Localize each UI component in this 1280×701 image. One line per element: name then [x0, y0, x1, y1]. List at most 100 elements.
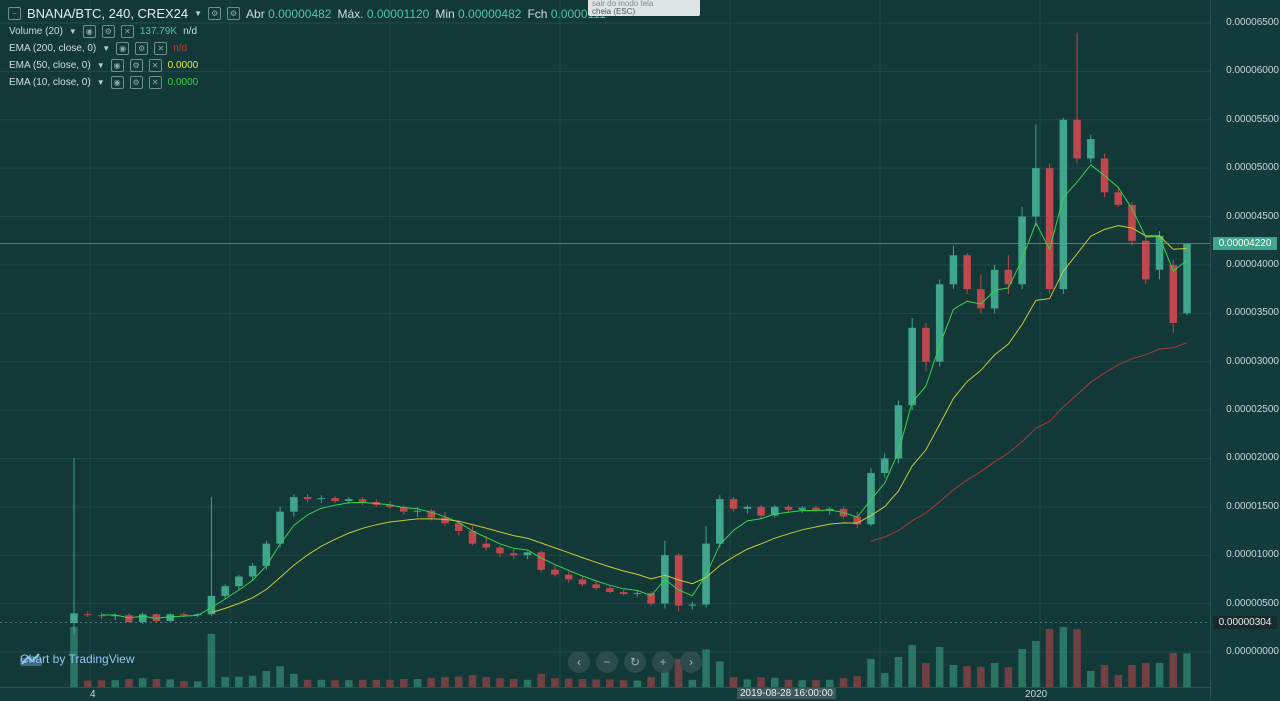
candle-body [303, 497, 312, 500]
legend-volume[interactable]: Volume (20) ▼ ◉ ⚙ ✕ 137.79K n/d [9, 25, 197, 38]
volume-bar [235, 676, 243, 687]
settings-icon[interactable]: ⚙ [129, 59, 143, 72]
settings-icon[interactable]: ⚙ [135, 42, 149, 55]
candle-body [152, 614, 161, 622]
price-tick-label: 0.00002000 [1226, 452, 1279, 464]
time-tick: 2020 [1025, 689, 1048, 700]
settings-icon[interactable]: ⚙ [101, 25, 115, 38]
zoom-out-button[interactable]: − [596, 651, 618, 673]
legend-ema200[interactable]: EMA (200, close, 0) ▼ ◉ ⚙ ✕ n/d [9, 42, 187, 55]
indicator-value-2: n/d [183, 26, 198, 37]
ohlc-open: Abr 0.00000482 [246, 7, 331, 21]
candlestick-chart[interactable] [0, 0, 1210, 687]
volume-bar [166, 679, 174, 687]
candle-body [592, 584, 600, 589]
candle-body [111, 615, 120, 617]
volume-bar [702, 649, 710, 687]
volume-bar [592, 679, 600, 687]
indicator-name[interactable]: EMA (200, close, 0) [9, 43, 97, 54]
eye-icon[interactable]: ◉ [82, 25, 96, 38]
scroll-left-button[interactable]: ‹ [568, 651, 590, 673]
chevron-down-icon[interactable]: ▼ [96, 61, 105, 70]
candle-body [894, 405, 903, 459]
chevron-down-icon[interactable]: ▼ [102, 44, 111, 53]
price-axis[interactable]: 0.00006500 0.00006000 0.00005500 0.00005000… [1210, 0, 1280, 700]
candle-body [880, 458, 889, 473]
legend-ema50[interactable]: EMA (50, close, 0) ▼ ◉ ⚙ ✕ 0.0000 [9, 59, 198, 72]
candle-body [551, 569, 559, 575]
tradingview-branding[interactable]: Chart by TradingView [20, 652, 135, 666]
settings-icon[interactable]: ⚙ [129, 76, 143, 89]
eye-icon[interactable]: ◉ [110, 76, 124, 89]
candle-body [716, 499, 724, 544]
chevron-down-icon[interactable]: ▼ [194, 9, 203, 18]
volume-bar [468, 675, 477, 687]
candle-body [509, 553, 518, 556]
indicator-value: 0.0000 [167, 60, 199, 71]
volume-bar [413, 679, 422, 687]
price-chart-pane[interactable]: − BNANA/BTC, 240, CREX24 ▼ ⚙ ⚙ Abr 0.000… [0, 0, 1210, 687]
collapse-icon[interactable]: − [8, 7, 21, 20]
chevron-down-icon[interactable]: ▼ [68, 27, 77, 36]
legend-ema10[interactable]: EMA (10, close, 0) ▼ ◉ ⚙ ✕ 0.0000 [9, 76, 198, 89]
volume-bar [1114, 675, 1123, 687]
candle-body [1141, 240, 1150, 280]
settings-icon[interactable]: ⚙ [208, 7, 222, 20]
eye-icon[interactable]: ◉ [110, 59, 124, 72]
candle-body [606, 588, 614, 593]
low-price-label: 0.00000304 [1213, 615, 1277, 629]
volume-bar [454, 676, 463, 687]
candle-body [578, 579, 587, 585]
candle-body [1045, 168, 1054, 290]
zoom-in-button[interactable]: + [652, 651, 674, 673]
eye-icon[interactable]: ◉ [116, 42, 130, 55]
reset-button[interactable]: ↻ [624, 651, 646, 673]
volume-bar [1087, 671, 1095, 687]
close-icon[interactable]: ✕ [154, 42, 168, 55]
volume-bar [207, 633, 216, 687]
volume-bar [1100, 665, 1109, 687]
branding-label[interactable]: Chart by TradingView [20, 652, 135, 666]
indicator-name[interactable]: Volume (20) [9, 26, 63, 37]
candle-body [564, 574, 573, 580]
indicator-name[interactable]: EMA (10, close, 0) [9, 77, 91, 88]
volume-bar [812, 680, 820, 687]
volume-bar [193, 681, 202, 687]
indicator-name[interactable]: EMA (50, close, 0) [9, 60, 91, 71]
candle-body [1183, 243, 1191, 314]
candle-body [125, 615, 133, 623]
candle-body [908, 327, 916, 406]
volume-bar [619, 680, 628, 687]
price-tick-label: 0.00003000 [1226, 355, 1279, 367]
volume-bar [1183, 653, 1191, 687]
volume-bar [674, 659, 683, 687]
price-tick-label: 0.00004000 [1226, 258, 1279, 270]
symbol-title[interactable]: BNANA/BTC, 240, CREX24 [27, 6, 189, 21]
volume-bar [839, 678, 848, 687]
scroll-right-button[interactable]: › [680, 651, 702, 673]
volume-bar [977, 667, 985, 687]
volume-bar [798, 680, 807, 687]
candle-body [523, 552, 532, 556]
ohlc-close-label: Fch [527, 6, 548, 21]
candle-body [963, 255, 971, 290]
volume-bar [303, 679, 312, 687]
volume-bar [867, 659, 875, 687]
gear-icon[interactable]: ⚙ [227, 7, 241, 20]
candle-body [770, 506, 779, 516]
close-icon[interactable]: ✕ [148, 76, 162, 89]
candle-body [427, 510, 436, 518]
volume-bar [743, 679, 752, 687]
close-icon[interactable]: ✕ [148, 59, 162, 72]
candle-body [688, 604, 697, 606]
ohlc-low: Min 0.00000482 [435, 7, 521, 21]
candle-body [784, 506, 793, 510]
price-tick-label: 0.00004500 [1226, 210, 1279, 222]
volume-bar [633, 680, 642, 687]
candle-body [358, 499, 367, 503]
time-axis[interactable]: 4 2019-08-28 16:00:00 2020 [0, 687, 1210, 701]
indicator-value: 137.79K [139, 26, 178, 37]
candle-body [990, 269, 999, 309]
close-icon[interactable]: ✕ [120, 25, 134, 38]
chevron-down-icon[interactable]: ▼ [96, 78, 105, 87]
